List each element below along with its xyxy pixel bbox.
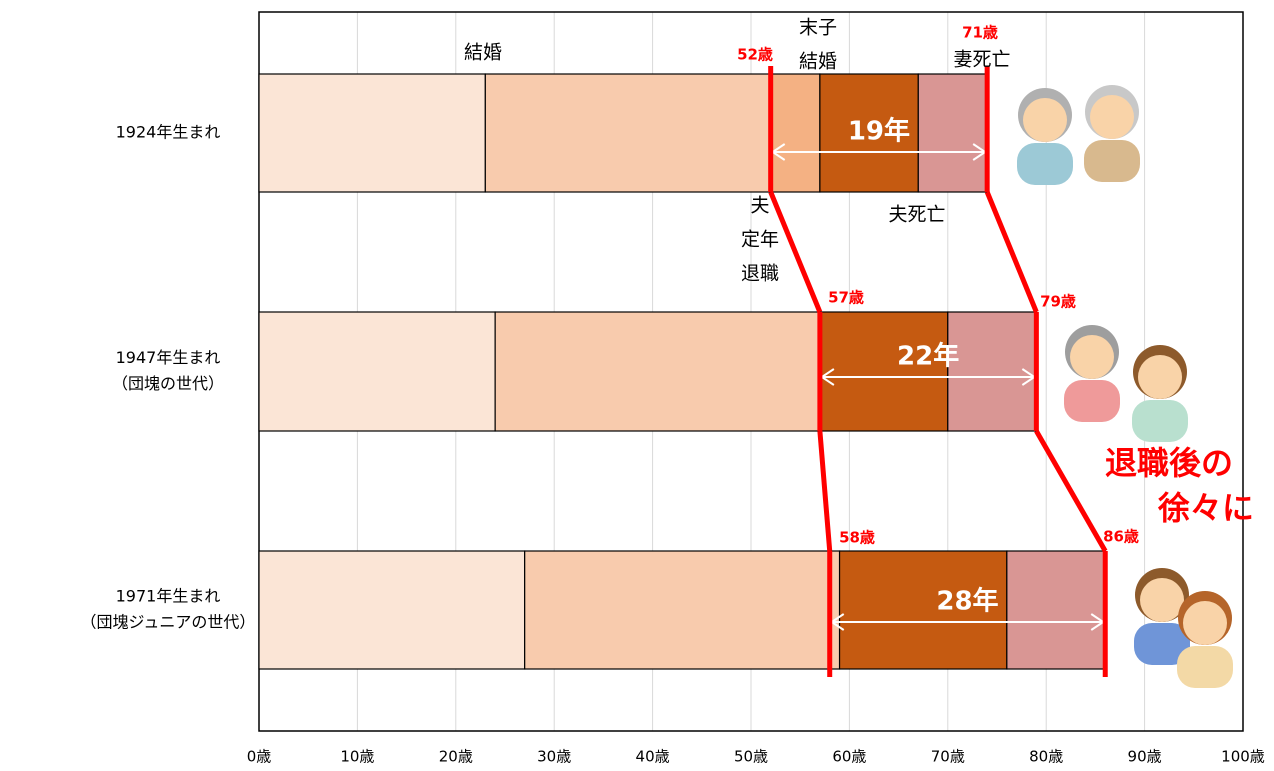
person-illustration bbox=[1177, 591, 1233, 688]
annotation: 妻死亡 bbox=[953, 49, 1010, 71]
annotation: 定年 bbox=[741, 229, 779, 251]
y-tick-label: （団塊の世代） bbox=[112, 374, 224, 393]
person-body bbox=[1064, 380, 1120, 422]
age-label: 71歳 bbox=[962, 24, 998, 42]
annotation: 結婚 bbox=[464, 42, 502, 64]
duration-label: 22年 bbox=[897, 341, 959, 372]
age-line-connector bbox=[768, 191, 823, 313]
x-tick-label: 30歳 bbox=[537, 748, 571, 766]
person-face bbox=[1023, 98, 1067, 142]
annotation: 夫 bbox=[750, 195, 769, 217]
x-tick-label: 50歳 bbox=[734, 748, 768, 766]
bar-segment bbox=[819, 311, 949, 432]
message: 退職後の bbox=[1105, 444, 1233, 482]
bar-segment bbox=[524, 550, 841, 670]
x-tick-label: 90歳 bbox=[1128, 748, 1162, 766]
x-tick-label: 60歳 bbox=[832, 748, 866, 766]
duration-label: 19年 bbox=[848, 116, 910, 147]
annotation: 退職 bbox=[741, 263, 779, 285]
y-tick-label: 1924年生まれ bbox=[116, 123, 221, 142]
bar-segment bbox=[494, 311, 821, 432]
person-body bbox=[1017, 143, 1073, 185]
x-tick-label: 10歳 bbox=[340, 748, 374, 766]
x-tick-label: 100歳 bbox=[1221, 748, 1265, 766]
bar-segment bbox=[819, 73, 919, 193]
bar-segment bbox=[484, 73, 772, 193]
person-illustration bbox=[1084, 85, 1140, 182]
person-illustration bbox=[1064, 325, 1120, 422]
age-label: 57歳 bbox=[828, 289, 864, 307]
annotation: 結婚 bbox=[799, 51, 837, 73]
bar-segment bbox=[917, 73, 988, 193]
person-illustration bbox=[1017, 88, 1073, 185]
age-line-connector bbox=[817, 430, 833, 552]
age-label: 52歳 bbox=[737, 46, 773, 64]
bar-segment bbox=[258, 311, 496, 432]
bar-segment bbox=[258, 550, 526, 670]
age-label: 58歳 bbox=[839, 529, 875, 547]
bar-segment bbox=[258, 73, 486, 193]
person-face bbox=[1090, 95, 1134, 139]
age-line-connector bbox=[1034, 429, 1108, 553]
y-tick-label: 1947年生まれ bbox=[116, 348, 221, 367]
person-face bbox=[1140, 578, 1184, 622]
person-body bbox=[1084, 140, 1140, 182]
x-tick-label: 70歳 bbox=[931, 748, 965, 766]
x-tick-label: 80歳 bbox=[1029, 748, 1063, 766]
person-body bbox=[1134, 623, 1190, 665]
bar-segment bbox=[1006, 550, 1106, 670]
annotation: 末子 bbox=[799, 17, 837, 39]
person-illustration bbox=[1132, 345, 1188, 442]
bar-segment bbox=[947, 311, 1037, 432]
x-tick-label: 40歳 bbox=[636, 748, 670, 766]
annotation: 夫死亡 bbox=[888, 204, 945, 226]
y-tick-label: 1971年生まれ bbox=[116, 587, 221, 606]
x-tick-label: 0歳 bbox=[247, 748, 272, 766]
age-label: 86歳 bbox=[1103, 528, 1139, 546]
x-tick-label: 20歳 bbox=[439, 748, 473, 766]
message: 徐々に bbox=[1157, 489, 1254, 527]
person-illustration bbox=[1134, 568, 1190, 665]
age-line-connector bbox=[984, 191, 1039, 313]
bar-segment bbox=[770, 73, 821, 193]
person-face bbox=[1070, 335, 1114, 379]
bar-segment bbox=[838, 550, 1008, 670]
person-face bbox=[1183, 601, 1227, 645]
person-face bbox=[1138, 355, 1182, 399]
person-body bbox=[1177, 646, 1233, 688]
y-tick-label: （団塊ジュニアの世代） bbox=[81, 613, 256, 632]
person-body bbox=[1132, 400, 1188, 442]
age-label: 79歳 bbox=[1040, 293, 1076, 311]
duration-label: 28年 bbox=[936, 586, 998, 617]
